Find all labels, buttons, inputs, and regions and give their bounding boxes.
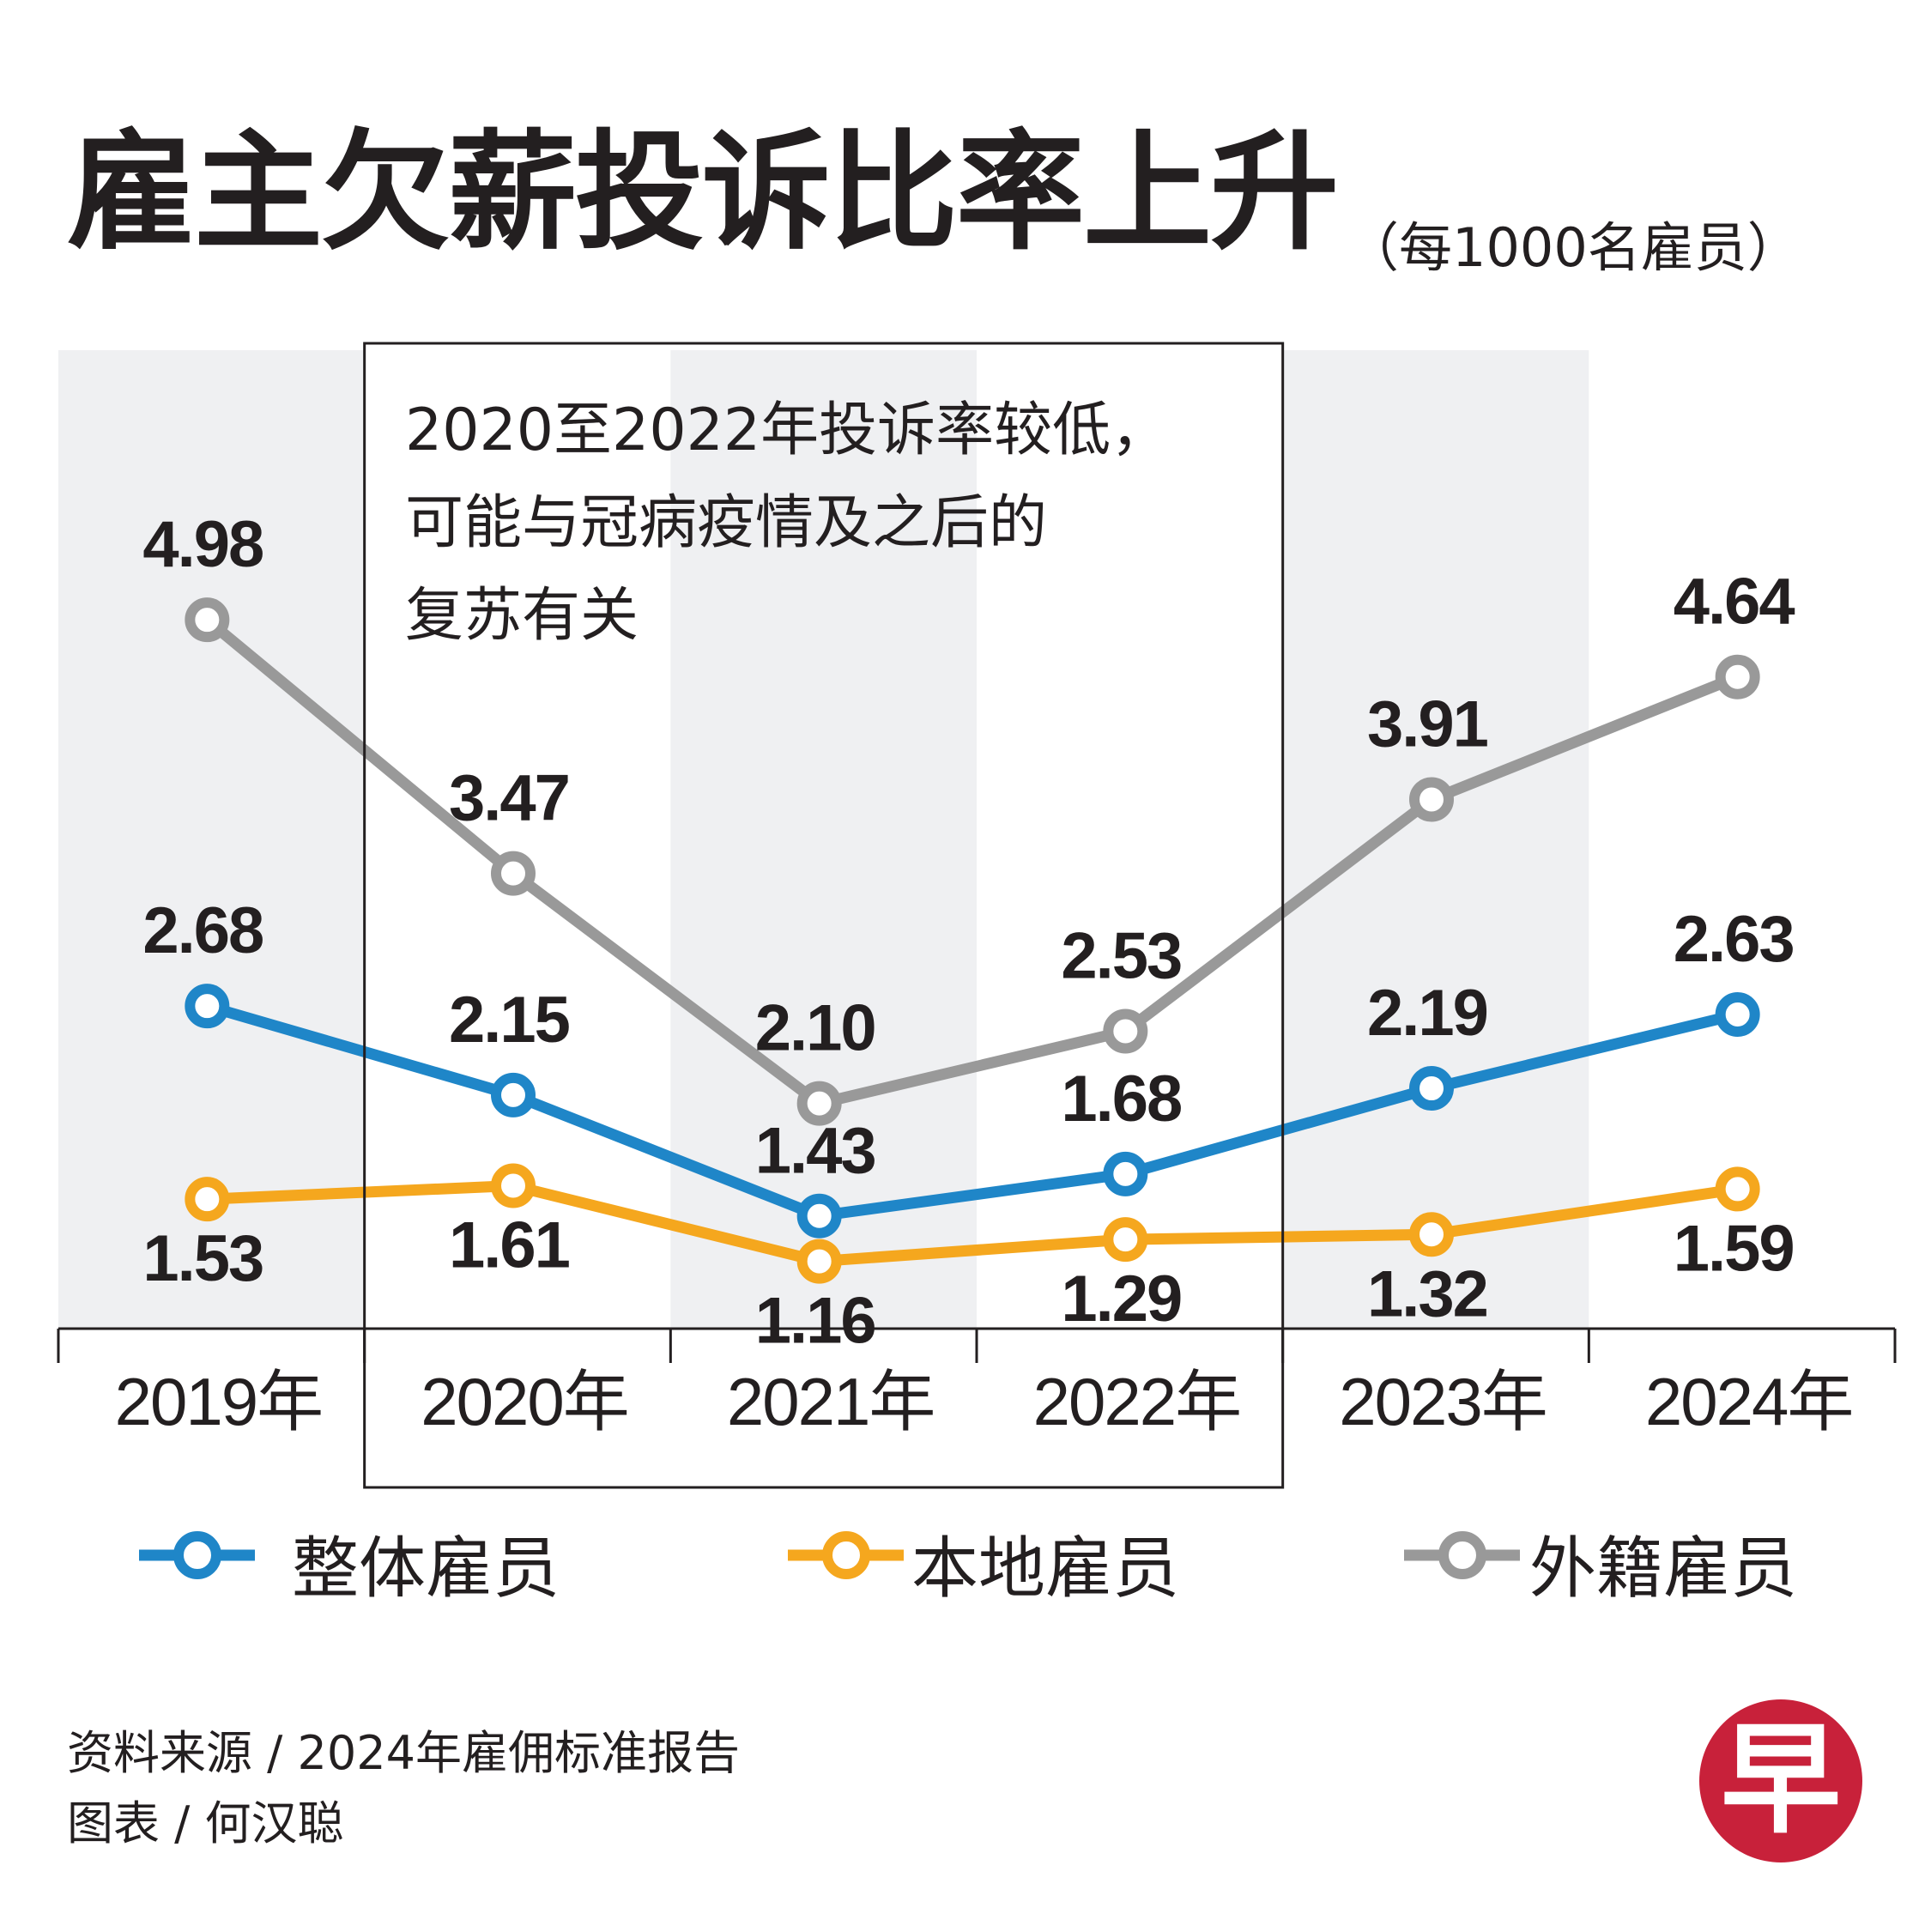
- data-label-local: 1.29: [1061, 1263, 1181, 1335]
- chart-subtitle: （每1000名雇员）: [1346, 216, 1801, 279]
- data-label-foreign: 3.47: [449, 762, 569, 835]
- x-tick-label: 2019年: [115, 1364, 323, 1439]
- credit-note: 图表 / 何汉聪: [67, 1796, 344, 1850]
- annotation-line-2: 可能与冠病疫情及之后的: [405, 489, 1048, 557]
- data-label-overall: 1.43: [755, 1115, 875, 1188]
- point-local: [185, 1177, 230, 1222]
- x-tick-label: 2023年: [1339, 1364, 1547, 1439]
- point-local: [796, 1239, 842, 1284]
- data-labels: 2.68 2.15 1.43 1.68 2.19 2.63 1.53 1.61 1.16 1.29…: [142, 508, 1796, 1358]
- point-foreign: [1409, 777, 1454, 822]
- point-foreign: [796, 1081, 842, 1126]
- legend-marker-overall: [173, 1531, 221, 1579]
- data-label-foreign: 2.10: [755, 992, 875, 1065]
- covid-annotation: 2020至2022年投诉率较低， 可能与冠病疫情及之后的 复苏有关: [405, 385, 1169, 663]
- chart-title: 雇主欠薪投诉比率上升: [67, 118, 1339, 268]
- data-label-local: 1.61: [449, 1209, 570, 1282]
- covid-highlight-box: [363, 342, 1285, 1489]
- data-label-overall: 2.63: [1674, 903, 1794, 976]
- data-label-overall: 2.15: [449, 984, 570, 1057]
- band-0: [58, 350, 365, 1329]
- annotation-line-1: 2020至2022年投诉率较低，: [405, 397, 1170, 464]
- data-label-local: 1.59: [1674, 1212, 1794, 1285]
- source-note: 资料来源 / 2024年雇佣标准报告: [67, 1726, 740, 1780]
- annotation-line-3: 复苏有关: [405, 582, 639, 650]
- point-local: [1409, 1212, 1454, 1257]
- legend-marker-foreign: [1438, 1531, 1486, 1579]
- data-label-overall: 2.19: [1367, 977, 1487, 1050]
- x-tick-label: 2020年: [421, 1364, 628, 1439]
- point-local: [491, 1163, 536, 1208]
- legend-label-overall: 整体雇员: [292, 1530, 560, 1608]
- data-label-foreign: 3.91: [1367, 688, 1488, 761]
- series-lines: [203, 615, 1740, 1268]
- x-tick-label: 2022年: [1033, 1364, 1241, 1439]
- series-points: [185, 597, 1760, 1284]
- point-foreign: [1715, 654, 1760, 700]
- zaobao-logo-icon: 早: [1699, 1699, 1862, 1862]
- data-label-foreign: 2.53: [1061, 920, 1181, 993]
- legend-marker-local: [822, 1531, 870, 1579]
- point-local: [1103, 1217, 1148, 1263]
- band-4: [1282, 350, 1589, 1329]
- year-bands: [58, 350, 1589, 1329]
- data-label-local: 1.32: [1367, 1257, 1487, 1330]
- point-overall: [491, 1072, 536, 1117]
- x-tick-label: 2021年: [727, 1364, 935, 1439]
- highlight-box: [363, 342, 1285, 1489]
- point-overall: [1715, 991, 1760, 1037]
- x-axis: 2019年 2020年 2021年 2022年 2023年 2024年: [57, 1327, 1897, 1439]
- legend: [139, 1531, 1520, 1579]
- legend-label-foreign: 外籍雇员: [1529, 1530, 1798, 1608]
- point-overall: [1409, 1066, 1454, 1111]
- band-2: [670, 350, 977, 1329]
- data-label-local: 1.53: [142, 1222, 263, 1295]
- point-foreign: [1103, 1008, 1148, 1054]
- x-tick-label: 2024年: [1645, 1364, 1853, 1439]
- point-local: [1715, 1166, 1760, 1212]
- point-overall: [796, 1193, 842, 1239]
- point-overall: [1103, 1151, 1148, 1196]
- series-line-foreign: [203, 615, 1740, 1110]
- series-line-overall: [205, 1000, 1740, 1222]
- data-label-foreign: 4.98: [142, 508, 263, 581]
- data-label-overall: 1.68: [1061, 1063, 1181, 1136]
- data-label-overall: 2.68: [142, 894, 263, 967]
- point-overall: [185, 984, 230, 1029]
- data-label-foreign: 4.64: [1674, 566, 1795, 639]
- legend-label-local: 本地雇员: [911, 1530, 1180, 1608]
- point-foreign: [491, 851, 536, 896]
- data-label-local: 1.16: [755, 1285, 875, 1358]
- point-foreign: [185, 597, 230, 643]
- series-line-local: [207, 1180, 1739, 1268]
